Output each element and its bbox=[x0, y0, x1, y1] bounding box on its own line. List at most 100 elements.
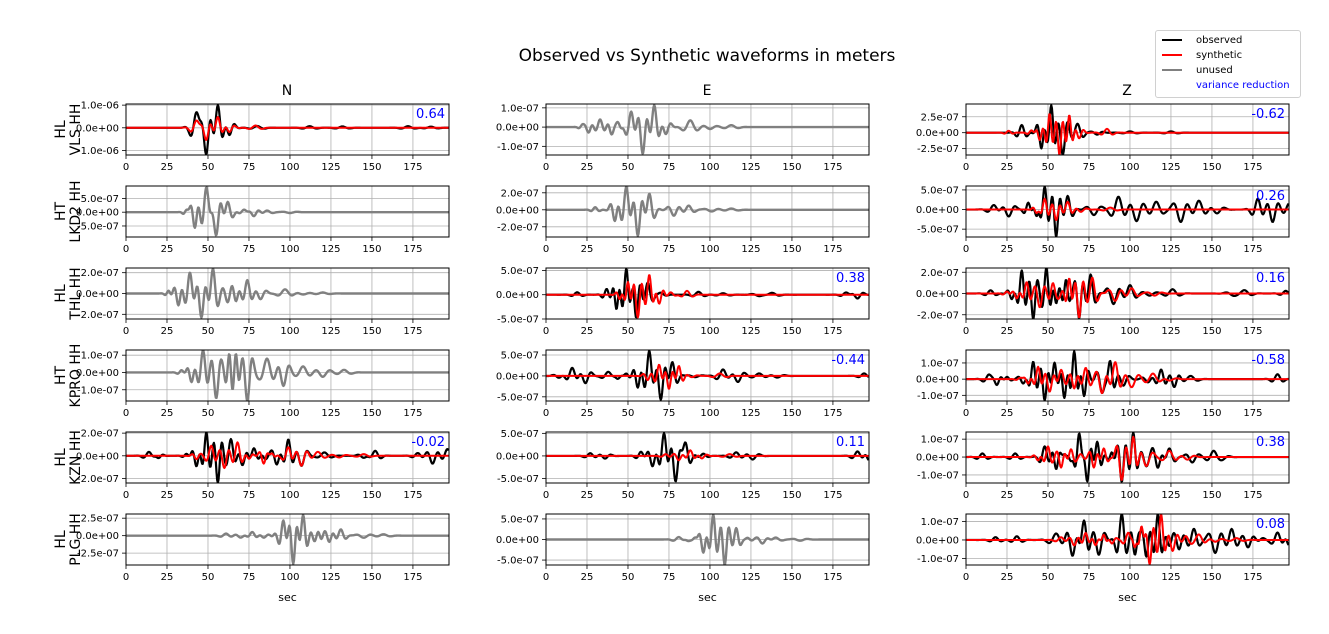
y-tick-label: 2.0e-07 bbox=[81, 268, 119, 279]
x-tick-label: 75 bbox=[243, 490, 256, 501]
x-tick-label: 25 bbox=[1001, 572, 1014, 583]
y-tick-label: 0.0e+00 bbox=[496, 290, 539, 301]
x-tick-label: 75 bbox=[1083, 244, 1096, 255]
x-tick-label: 125 bbox=[741, 326, 760, 337]
x-tick-label: 125 bbox=[321, 244, 340, 255]
x-tick-label: 50 bbox=[202, 490, 215, 501]
y-tick-label: 0.0e+00 bbox=[916, 289, 959, 300]
x-tick-label: 100 bbox=[1120, 162, 1139, 173]
row-label-network: HL bbox=[53, 120, 69, 139]
x-tick-label: 75 bbox=[243, 572, 256, 583]
column-title-e: E bbox=[703, 83, 712, 99]
x-tick-label: 125 bbox=[321, 326, 340, 337]
figure-title: Observed vs Synthetic waveforms in meter… bbox=[519, 46, 896, 66]
axes-frame bbox=[965, 513, 1290, 566]
row-label-network: HL bbox=[53, 448, 69, 467]
x-tick-label: 125 bbox=[321, 572, 340, 583]
synthetic-trace bbox=[966, 276, 1289, 319]
x-tick-label: 175 bbox=[403, 326, 422, 337]
axes-frame bbox=[125, 349, 450, 402]
x-tick-label: 0 bbox=[123, 244, 129, 255]
x-axis-label: sec bbox=[698, 591, 717, 604]
x-tick-label: 100 bbox=[1120, 490, 1139, 501]
variance-reduction-label: 0.16 bbox=[1256, 271, 1285, 286]
x-tick-label: 100 bbox=[280, 326, 299, 337]
row-label: HT KPRO HH bbox=[53, 344, 84, 408]
variance-reduction-label: 0.38 bbox=[1256, 435, 1285, 450]
x-tick-label: 175 bbox=[1243, 408, 1262, 419]
x-tick-label: 100 bbox=[700, 162, 719, 173]
y-tick-label: 5.0e-07 bbox=[501, 514, 539, 525]
y-tick-label: 0.0e+00 bbox=[76, 451, 119, 462]
axes-frame bbox=[965, 349, 1290, 402]
synthetic-trace bbox=[126, 441, 449, 470]
x-tick-label: 50 bbox=[622, 162, 635, 173]
y-tick-label: 5.0e-07 bbox=[501, 266, 539, 277]
panel-n-row-2: 0 25 50 75 100 125 150 175 5.0e-07 0.0e+00 -5.0e-0… bbox=[76, 185, 450, 255]
unused-trace bbox=[546, 186, 869, 237]
row-label-station: THL HH bbox=[68, 267, 84, 320]
y-tick-label: 1.0e-07 bbox=[501, 103, 539, 114]
x-tick-label: 175 bbox=[403, 572, 422, 583]
x-tick-label: 0 bbox=[543, 572, 549, 583]
x-tick-label: 0 bbox=[963, 572, 969, 583]
x-tick-label: 50 bbox=[1042, 162, 1055, 173]
y-tick-label: 2.0e-07 bbox=[501, 188, 539, 199]
column-title-z: Z bbox=[1122, 83, 1132, 99]
unused-line-swatch bbox=[1162, 69, 1182, 71]
x-tick-label: 50 bbox=[622, 490, 635, 501]
variance-reduction-label: -0.44 bbox=[831, 353, 865, 368]
axes-frame bbox=[965, 431, 1290, 484]
y-tick-label: -1.0e-07 bbox=[917, 391, 959, 402]
x-tick-label: 100 bbox=[700, 572, 719, 583]
unused-trace bbox=[546, 514, 869, 565]
panel-n-row-3: 0 25 50 75 100 125 150 175 2.0e-07 0.0e+00 -2.0e-0… bbox=[76, 267, 450, 337]
y-tick-label: 0.0e+00 bbox=[496, 371, 539, 382]
unused-trace bbox=[126, 350, 449, 401]
x-tick-label: 25 bbox=[581, 490, 594, 501]
x-tick-label: 25 bbox=[581, 326, 594, 337]
x-tick-label: 75 bbox=[1083, 572, 1096, 583]
observed-trace bbox=[546, 268, 869, 319]
y-tick-label: 5.0e-07 bbox=[81, 194, 119, 205]
x-tick-label: 25 bbox=[1001, 490, 1014, 501]
y-tick-label: 1.0e-07 bbox=[921, 517, 959, 528]
x-tick-label: 175 bbox=[1243, 572, 1262, 583]
observed-trace bbox=[966, 186, 1289, 237]
x-tick-label: 125 bbox=[1161, 162, 1180, 173]
variance-reduction-label: 0.38 bbox=[836, 271, 865, 286]
x-tick-label: 175 bbox=[403, 244, 422, 255]
legend: observed synthetic unused variance reduc… bbox=[1155, 30, 1301, 98]
panel-z-row-1: 0 25 50 75 100 125 150 175 2.5e-07 0.0e+00 -2.5e-0… bbox=[916, 103, 1290, 173]
x-tick-label: 0 bbox=[123, 326, 129, 337]
x-tick-label: 50 bbox=[622, 572, 635, 583]
y-tick-label: 1.0e-07 bbox=[921, 435, 959, 446]
legend-entry-variance-reduction: variance reduction bbox=[1162, 78, 1290, 92]
synthetic-trace bbox=[966, 435, 1289, 481]
x-tick-label: 125 bbox=[1161, 490, 1180, 501]
x-tick-label: 100 bbox=[280, 408, 299, 419]
x-tick-label: 150 bbox=[1202, 408, 1221, 419]
row-label-station: VLS HH bbox=[68, 104, 84, 156]
x-tick-label: 150 bbox=[362, 244, 381, 255]
x-tick-label: 150 bbox=[782, 162, 801, 173]
row-label: HL THL HH bbox=[53, 267, 84, 320]
y-tick-label: -5.0e-07 bbox=[917, 225, 959, 236]
observed-trace bbox=[546, 432, 869, 483]
x-tick-label: 25 bbox=[581, 244, 594, 255]
x-tick-label: 0 bbox=[123, 408, 129, 419]
y-tick-label: -1.0e-07 bbox=[497, 142, 539, 153]
y-tick-label: -5.0e-07 bbox=[497, 392, 539, 403]
x-tick-label: 125 bbox=[741, 162, 760, 173]
x-tick-label: 0 bbox=[963, 408, 969, 419]
y-tick-label: 0.0e+00 bbox=[76, 123, 119, 134]
x-tick-label: 175 bbox=[403, 490, 422, 501]
x-tick-label: 175 bbox=[823, 244, 842, 255]
x-tick-label: 25 bbox=[1001, 244, 1014, 255]
x-tick-label: 75 bbox=[663, 326, 676, 337]
variance-reduction-label: 0.26 bbox=[1256, 189, 1285, 204]
x-tick-label: 25 bbox=[161, 244, 174, 255]
synthetic-line-swatch bbox=[1162, 54, 1182, 56]
axes-frame bbox=[545, 513, 870, 566]
x-tick-label: 125 bbox=[1161, 326, 1180, 337]
